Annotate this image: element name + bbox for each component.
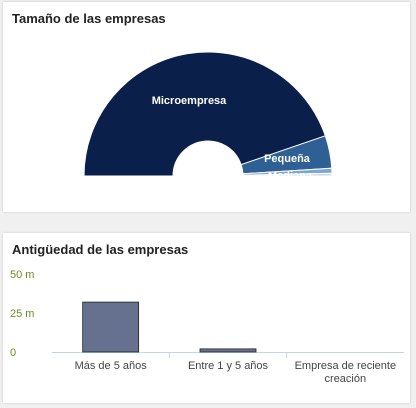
slice-grande[interactable] <box>242 172 333 177</box>
bar-entre-1-y-5-anos[interactable] <box>199 348 257 353</box>
slice-label-pequena: Pequeña <box>264 153 311 165</box>
slice-label-mediana: Mediana <box>268 170 313 182</box>
company-size-card: Tamaño de las empresas Microempresa Peque… <box>3 2 410 212</box>
y-tick-label: 50 m <box>10 269 34 281</box>
slice-microempresa[interactable] <box>83 51 326 177</box>
x-tick-label-entre-1-y-5-anos: Entre 1 y 5 años <box>188 360 269 372</box>
company-age-title: Antigüedad de las empresas <box>12 242 189 257</box>
y-tick-label: 0 <box>10 347 16 359</box>
company-age-card: Antigüedad de las empresas 0 25 m 50 m Más … <box>3 233 410 403</box>
company-size-title: Tamaño de las empresas <box>12 11 166 26</box>
company-age-chart: 0 25 m 50 m Más de 5 años Entre 1 y 5 años Em… <box>10 269 404 385</box>
slice-label-microempresa: Microempresa <box>152 95 227 107</box>
x-tick-label-empresa-de-reciente-creacion: Empresa de reciente creación <box>295 360 397 385</box>
bar-mas-de-5-anos[interactable] <box>82 301 140 353</box>
x-tick-label-mas-de-5-anos: Más de 5 años <box>75 360 148 372</box>
y-tick-label: 25 m <box>10 308 34 320</box>
slice-label-grande: Grande <box>271 173 310 185</box>
